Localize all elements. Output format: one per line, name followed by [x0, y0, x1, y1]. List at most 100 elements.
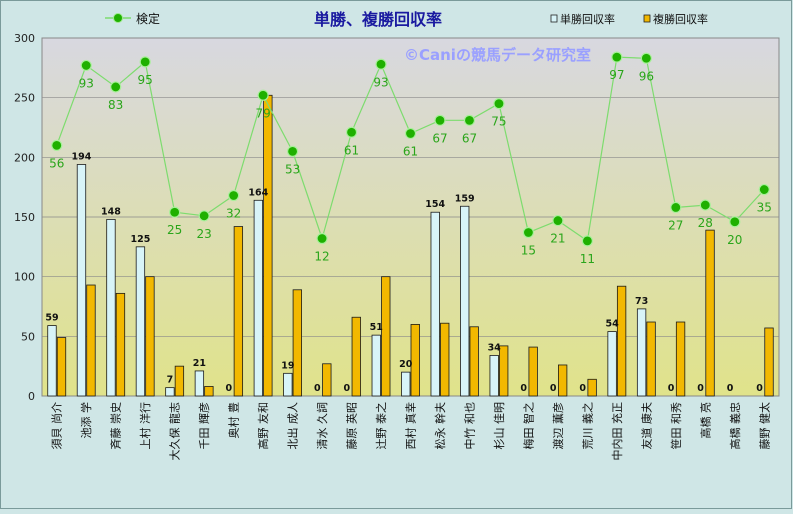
- y-tick-label: 200: [14, 151, 35, 164]
- check-point: [404, 127, 417, 140]
- win-bar: [194, 370, 205, 397]
- check-point: [345, 126, 358, 138]
- check-point: [493, 98, 505, 110]
- check-value-label: 96: [639, 69, 654, 83]
- check-point: [552, 214, 564, 227]
- x-category-label: 渡辺 薫彦: [551, 402, 565, 450]
- x-axis: 須貝 尚介 池添 学 斉藤 崇史 上村 洋行 大久保 龍志 千田 輝彦 奥村 豊 高野 友和 北…: [50, 402, 772, 461]
- x-category-label: 杉山 佳明: [492, 402, 506, 450]
- win-bar: [489, 355, 499, 397]
- check-point: [51, 139, 63, 151]
- win-value-label: 0: [226, 383, 233, 394]
- check-value-label: 61: [403, 144, 418, 158]
- legend-label-check: 検定: [136, 11, 160, 26]
- x-category-label: 西村 真幸: [404, 402, 418, 450]
- x-category-label: 辻野 泰之: [374, 402, 388, 450]
- win-value-label: 0: [756, 383, 763, 394]
- x-category-label: 梅田 智之: [521, 402, 535, 450]
- x-category-label: 高橋 亮: [698, 402, 712, 439]
- y-tick-label: 150: [14, 211, 35, 224]
- win-bar: [165, 387, 175, 397]
- legend-swatch-place: [643, 14, 651, 23]
- win-value-label: 20: [399, 359, 413, 370]
- x-category-label: 斉藤 崇史: [109, 402, 123, 450]
- place-bar: [528, 346, 538, 397]
- gridlines: [42, 97, 779, 337]
- win-value-label: 164: [248, 187, 268, 198]
- win-value-label: 0: [727, 383, 734, 394]
- legend-label-win: 単勝回収率: [560, 12, 615, 26]
- win-value-label: 34: [488, 342, 502, 353]
- win-bar: [430, 211, 440, 397]
- x-category-label: 奥村 豊: [227, 402, 241, 439]
- check-value-label: 28: [698, 216, 713, 230]
- win-value-label: 0: [314, 383, 321, 394]
- x-category-label: 大久保 龍志: [168, 402, 182, 461]
- x-category-label: 笹田 和秀: [670, 402, 683, 450]
- win-value-label: 19: [281, 360, 294, 371]
- x-category-label: 千田 輝彦: [197, 402, 211, 450]
- check-point: [257, 89, 269, 101]
- y-tick-label: 50: [21, 330, 35, 343]
- check-point: [729, 216, 741, 228]
- win-value-label: 0: [343, 383, 350, 394]
- check-value-label: 93: [373, 75, 388, 89]
- x-category-label: 高野 友和: [256, 402, 270, 450]
- place-bar: [499, 345, 509, 397]
- win-value-label: 154: [425, 199, 445, 210]
- check-value-label: 75: [491, 115, 506, 129]
- y-tick-label: 250: [14, 92, 35, 105]
- check-point: [375, 58, 387, 70]
- check-point: [758, 183, 770, 196]
- win-value-label: 7: [167, 375, 174, 386]
- place-bar: [115, 292, 126, 397]
- place-bar: [675, 321, 686, 397]
- check-value-label: 97: [609, 68, 624, 82]
- bars: [47, 94, 774, 397]
- place-bar: [56, 337, 67, 397]
- check-point: [611, 51, 623, 63]
- check-value-label: 11: [580, 252, 595, 266]
- place-bar: [440, 322, 450, 397]
- x-category-label: 松永 幹夫: [433, 402, 447, 450]
- check-value-label: 25: [167, 223, 182, 237]
- check-point: [699, 199, 711, 211]
- x-category-label: 藤原 英昭: [345, 402, 359, 450]
- check-value-label: 15: [521, 244, 536, 258]
- check-value-label: 79: [255, 106, 270, 120]
- check-point: [80, 59, 92, 72]
- win-value-label: 0: [550, 383, 557, 394]
- check-line: [51, 51, 770, 247]
- win-bar: [371, 334, 381, 397]
- y-tick-label: 300: [14, 32, 35, 45]
- check-point: [228, 189, 240, 202]
- place-bar: [174, 365, 185, 397]
- legend-label-place: 複勝回収率: [653, 12, 708, 26]
- win-value-label: 0: [668, 383, 675, 394]
- check-point: [581, 235, 593, 247]
- check-point: [110, 81, 122, 93]
- check-point: [463, 114, 476, 126]
- data-labels: 59 194 148 125 7 21 0 164 19 0 0 51 20 154 159 34 0 0 0 54 7…: [45, 68, 772, 394]
- win-bar: [106, 218, 116, 397]
- place-bar: [322, 363, 332, 397]
- win-value-label: 0: [520, 383, 527, 394]
- x-category-label: 中内田 充正: [610, 402, 624, 461]
- win-bar: [460, 205, 470, 397]
- place-bar: [351, 316, 361, 397]
- win-value-label: 125: [131, 234, 151, 245]
- check-value-label: 32: [226, 207, 241, 221]
- win-value-label: 51: [370, 322, 383, 333]
- win-value-label: 0: [579, 383, 586, 394]
- check-point: [640, 52, 652, 64]
- check-value-label: 67: [432, 131, 447, 145]
- win-value-label: 54: [605, 319, 619, 330]
- win-value-label: 159: [455, 193, 475, 204]
- x-category-label: 藤野 健太: [758, 402, 771, 450]
- place-bar: [381, 276, 391, 397]
- legend-left: 検定: [105, 11, 160, 26]
- win-value-label: 59: [45, 313, 58, 324]
